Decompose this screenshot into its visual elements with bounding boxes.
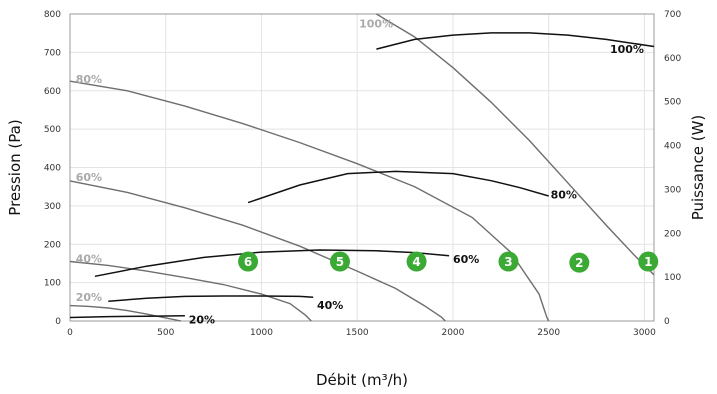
speed-badge-label: 3 [504,255,512,269]
y2-tick-label: 200 [664,229,681,239]
x-tick-label: 0 [67,328,73,338]
speed-badge-label: 6 [244,255,252,269]
y-tick-label: 300 [44,202,61,212]
x-tick-label: 2000 [441,328,464,338]
y-tick-label: 0 [55,317,61,327]
y-tick-label: 400 [44,164,61,174]
y2-tick-label: 400 [664,142,681,152]
speed-badges: 6 5 4 3 2 1 [238,251,659,273]
y2-tick-label: 0 [664,317,670,327]
power-curve [94,249,450,278]
y-axis-title: Pression (Pa) [6,119,24,215]
x-axis-title: Débit (m³/h) [316,371,408,389]
x-tick-label: 1000 [250,328,273,338]
speed-badge [569,252,590,273]
power-curve-label: 20% [189,314,215,327]
pressure-curve [69,80,550,322]
x-tick-label: 1500 [346,328,369,338]
speed-badge [238,251,259,272]
speed-badge-label: 2 [575,256,583,270]
pressure-curve [69,180,446,322]
y-tick-label: 200 [44,240,61,250]
y2-axis-title: Puissance (W) [689,115,707,221]
y2-tick-label: 600 [664,54,681,64]
x-tick-label: 500 [157,328,174,338]
power-curve-label: 40% [317,299,343,312]
power-curve [69,314,185,319]
speed-badge [638,251,659,272]
power-curve [108,295,314,303]
y-tick-label: 500 [44,125,61,135]
y-tick-labels: 0 100 200 300 400 500 600 700 800 [44,10,61,327]
pressure-curve-label: 20% [76,291,102,304]
y2-tick-label: 100 [664,273,681,283]
y2-tick-label: 700 [664,10,681,20]
pressure-curve [376,13,655,276]
y-tick-label: 800 [44,10,61,20]
power-curve-label: 100% [610,43,644,56]
pressure-curve [69,260,312,322]
plot-frame [69,13,655,322]
speed-badge-label: 1 [644,255,652,269]
grid [69,13,654,322]
y-tick-label: 700 [44,48,61,58]
speed-badge [329,251,350,272]
speed-badge [406,251,427,272]
x-tick-label: 2500 [537,328,560,338]
y2-tick-label: 300 [664,185,681,195]
pressure-curves: 100% 80% 60% 40% 20% [69,13,655,322]
y2-tick-label: 500 [664,98,681,108]
pressure-curve-label: 60% [76,171,102,184]
pressure-curve [69,304,182,322]
speed-badge [498,251,519,272]
x-tick-label: 3000 [633,328,656,338]
y-tick-label: 100 [44,279,61,289]
power-curves: 100% 80% 60% 40% 20% [69,32,655,327]
speed-badge-label: 4 [412,255,420,269]
power-curve [247,170,549,204]
pressure-curve-label: 40% [76,252,102,265]
y-tick-label: 600 [44,87,61,97]
pressure-curve-label: 80% [76,73,102,86]
power-curve [376,32,655,50]
pressure-curve-label: 100% [359,18,393,31]
power-curve-label: 80% [551,189,577,202]
speed-badge-label: 5 [336,255,344,269]
power-curve-label: 60% [453,253,479,266]
x-tick-labels: 0 500 1000 1500 2000 2500 3000 [67,328,656,338]
y2-tick-labels: 0 100 200 300 400 500 600 700 [664,10,681,327]
